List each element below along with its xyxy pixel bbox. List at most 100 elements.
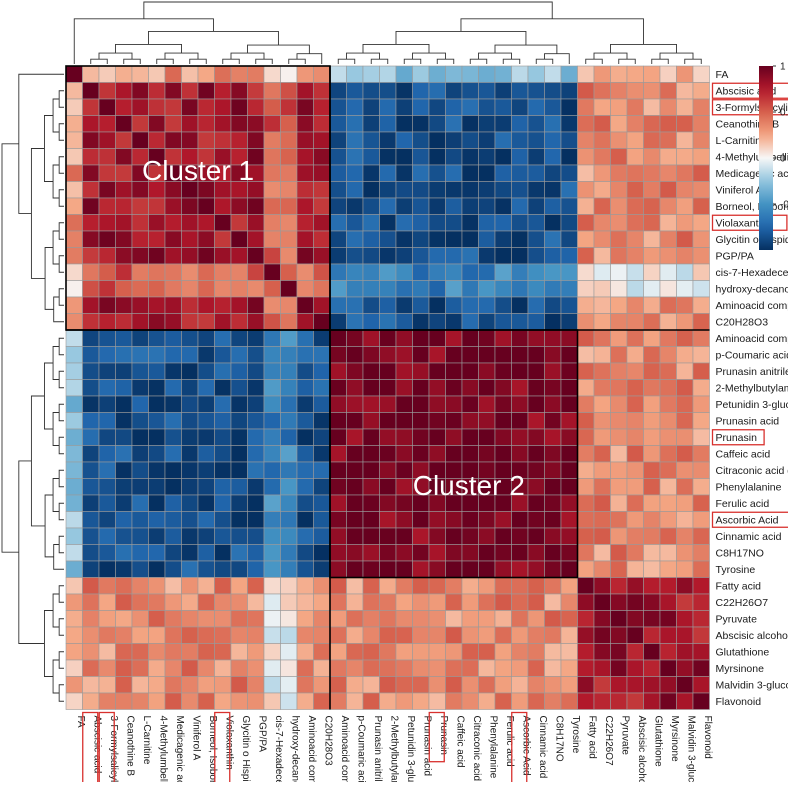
heatmap-cell	[512, 578, 529, 595]
colorbar-tick-label: 0.5	[780, 108, 788, 119]
heatmap-cell	[83, 182, 100, 199]
column-label: Pyruvate	[619, 716, 630, 756]
heatmap-cell	[611, 594, 628, 611]
heatmap-cell	[594, 396, 611, 413]
heatmap-cell	[627, 182, 644, 199]
heatmap-cell	[644, 297, 661, 314]
heatmap-cell	[264, 495, 281, 512]
heatmap-cell	[248, 429, 265, 446]
heatmap-cell	[99, 83, 116, 100]
heatmap-cell	[66, 660, 83, 677]
heatmap-cell	[446, 281, 463, 298]
heatmap-cell	[215, 660, 232, 677]
heatmap-cell	[446, 231, 463, 248]
dendrogram-branch	[479, 53, 512, 59]
heatmap-cell	[314, 380, 331, 397]
heatmap-cell	[446, 116, 463, 133]
heatmap-cell	[314, 446, 331, 463]
heatmap-cell	[512, 149, 529, 166]
heatmap-cell	[594, 116, 611, 133]
heatmap-cell	[446, 578, 463, 595]
heatmap-cell	[132, 512, 149, 529]
heatmap-cell	[248, 363, 265, 380]
heatmap-cell	[462, 528, 479, 545]
heatmap-cell	[215, 132, 232, 149]
heatmap-cell	[149, 297, 166, 314]
heatmap-cell	[495, 314, 512, 331]
heatmap-cell	[149, 380, 166, 397]
heatmap-cell	[677, 165, 694, 182]
heatmap-cell	[297, 578, 314, 595]
heatmap-cell	[347, 182, 364, 199]
heatmap-cell	[413, 380, 430, 397]
heatmap-cell	[66, 116, 83, 133]
heatmap-cell	[512, 380, 529, 397]
colorbar-tick-label: 0	[780, 154, 786, 165]
heatmap-cell	[446, 297, 463, 314]
heatmap-cell	[264, 429, 281, 446]
heatmap-cell	[347, 165, 364, 182]
heatmap-cell	[248, 198, 265, 215]
heatmap-cell	[347, 545, 364, 562]
heatmap-cell	[446, 182, 463, 199]
heatmap-cell	[627, 231, 644, 248]
heatmap-cell	[66, 231, 83, 248]
heatmap-cell	[231, 677, 248, 694]
heatmap-cell	[132, 231, 149, 248]
heatmap-cell	[660, 231, 677, 248]
heatmap-cell	[545, 380, 562, 397]
heatmap-cell	[330, 413, 347, 430]
heatmap-cell	[66, 83, 83, 100]
heatmap-cell	[264, 182, 281, 199]
heatmap-cell	[660, 281, 677, 298]
column-label: 4-Methylumbellifer	[157, 716, 168, 783]
row-label: Borneol, Isoborneo	[716, 201, 788, 213]
heatmap-cell	[495, 545, 512, 562]
heatmap-cell	[594, 644, 611, 661]
heatmap-cell	[347, 149, 364, 166]
heatmap-cell	[396, 66, 413, 83]
heatmap-cell	[512, 611, 529, 628]
heatmap-cell	[479, 281, 496, 298]
heatmap-cell	[446, 413, 463, 430]
heatmap-cell	[512, 693, 529, 710]
heatmap-cell	[446, 660, 463, 677]
heatmap-cell	[693, 627, 710, 644]
row-label: C8H17NO	[716, 547, 764, 559]
heatmap-cell	[413, 182, 430, 199]
heatmap-cell	[116, 413, 133, 430]
heatmap-cell	[330, 528, 347, 545]
heatmap-cell	[545, 66, 562, 83]
heatmap-cell	[198, 297, 215, 314]
heatmap-cell	[545, 594, 562, 611]
heatmap-cell	[462, 660, 479, 677]
heatmap-cell	[693, 594, 710, 611]
heatmap-cell	[281, 116, 298, 133]
heatmap-cell	[116, 644, 133, 661]
heatmap-cell	[314, 594, 331, 611]
heatmap-cell	[396, 314, 413, 331]
heatmap-cell	[182, 594, 199, 611]
heatmap-cell	[693, 198, 710, 215]
heatmap-cell	[66, 462, 83, 479]
dendrogram-branch	[413, 53, 446, 59]
row-label: Glutathione	[716, 646, 770, 658]
heatmap-cell	[396, 512, 413, 529]
heatmap-cell	[198, 627, 215, 644]
heatmap-cell	[429, 347, 446, 364]
heatmap-cell	[446, 198, 463, 215]
heatmap-cell	[479, 215, 496, 232]
heatmap-cell	[495, 446, 512, 463]
heatmap-cell	[644, 132, 661, 149]
heatmap-cell	[380, 132, 397, 149]
heatmap-cell	[165, 116, 182, 133]
heatmap-cell	[363, 248, 380, 265]
heatmap-cell	[627, 561, 644, 578]
heatmap-cell	[627, 99, 644, 116]
row-label: 3-Formylsalicylic	[716, 102, 788, 114]
heatmap-cell	[182, 132, 199, 149]
heatmap-cell	[594, 149, 611, 166]
column-label: Fatty acid	[586, 716, 597, 759]
dendrogram-branch	[53, 660, 59, 693]
heatmap-cell	[132, 660, 149, 677]
